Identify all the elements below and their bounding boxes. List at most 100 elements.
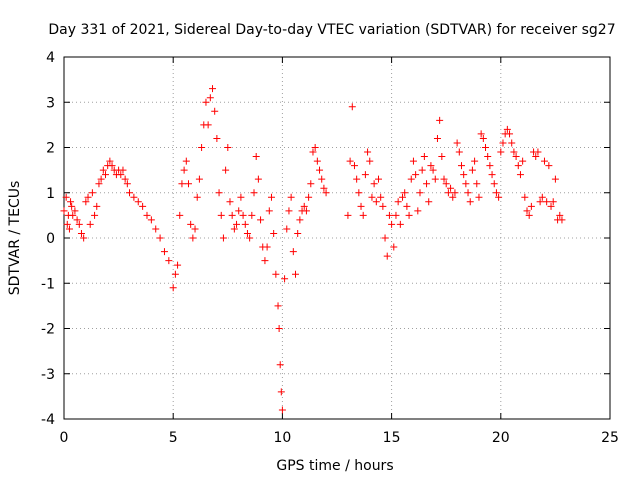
data-point [482, 144, 490, 151]
data-point [211, 107, 219, 115]
data-point [292, 270, 300, 278]
y-tick-label: -3 [41, 367, 55, 383]
y-tick-label: 1 [46, 186, 55, 202]
data-point [281, 275, 289, 283]
data-point [453, 139, 461, 147]
data-point [525, 211, 533, 219]
x-tick-label: 10 [273, 430, 291, 446]
data-point [176, 211, 184, 219]
data-point [534, 148, 542, 156]
data-point [392, 211, 400, 219]
data-point [429, 166, 437, 174]
data-point [296, 216, 304, 224]
data-point [184, 180, 192, 188]
data-point [506, 130, 514, 138]
data-point [442, 180, 450, 188]
data-point [457, 162, 465, 170]
data-point [532, 153, 540, 161]
data-point [65, 225, 73, 233]
data-point [473, 180, 481, 188]
data-point [366, 157, 374, 165]
data-point [272, 270, 280, 278]
data-point [374, 175, 382, 183]
data-point [468, 166, 476, 174]
data-point [538, 193, 546, 201]
data-point [440, 175, 448, 183]
data-point [447, 184, 455, 192]
data-point [265, 207, 273, 215]
data-point [313, 157, 321, 165]
data-point [195, 175, 203, 183]
y-tick-label: -1 [41, 276, 55, 292]
data-point [431, 175, 439, 183]
data-point [394, 198, 402, 206]
data-point [152, 225, 160, 233]
data-point [224, 144, 232, 151]
data-point [63, 220, 71, 228]
data-point [311, 144, 319, 151]
data-point [97, 175, 105, 183]
y-tick-label: -4 [41, 412, 55, 428]
data-point [418, 166, 426, 174]
data-point [455, 148, 463, 156]
data-point [318, 175, 326, 183]
data-point [399, 193, 407, 201]
data-point [510, 148, 518, 156]
y-tick-label: 2 [46, 141, 55, 157]
data-point [420, 153, 428, 161]
data-point [503, 125, 511, 133]
data-point [123, 180, 131, 188]
data-point [263, 243, 271, 251]
x-tick-label: 5 [169, 430, 178, 446]
data-point [364, 148, 372, 156]
data-point [305, 193, 313, 201]
data-point [490, 180, 498, 188]
data-point [198, 144, 206, 151]
chart-title: Day 331 of 2021, Sidereal Day-to-day VTE… [48, 22, 615, 38]
data-point [121, 175, 129, 183]
data-point [433, 134, 441, 142]
data-point [451, 189, 459, 197]
data-point [521, 193, 529, 201]
data-point [368, 193, 376, 201]
data-point [75, 220, 83, 228]
data-point [68, 202, 76, 210]
data-point [134, 198, 142, 206]
data-point [370, 180, 378, 188]
data-point [80, 234, 88, 242]
data-point [274, 302, 282, 310]
data-point [484, 153, 492, 161]
data-point [357, 202, 365, 210]
data-point [462, 180, 470, 188]
data-point [289, 248, 297, 256]
data-point [209, 85, 217, 93]
data-point [409, 157, 417, 165]
data-point [117, 171, 125, 179]
data-point [222, 166, 230, 174]
data-point [285, 207, 293, 215]
data-point [320, 184, 328, 192]
data-point [219, 234, 227, 242]
data-point [508, 139, 516, 147]
x-tick-label: 20 [492, 430, 510, 446]
x-tick-label: 15 [383, 430, 401, 446]
data-point [361, 171, 369, 179]
data-point [322, 189, 330, 197]
data-point [436, 116, 444, 124]
data-point [353, 175, 361, 183]
x-axis-label: GPS time / hours [276, 458, 393, 474]
data-point [401, 189, 409, 197]
y-tick-label: 0 [46, 231, 55, 247]
data-point [187, 220, 195, 228]
data-point [73, 216, 81, 224]
data-point [278, 406, 286, 414]
data-point [283, 225, 291, 233]
data-point [193, 193, 201, 201]
data-point [275, 325, 283, 332]
y-tick-label: 4 [46, 50, 55, 66]
data-point [287, 193, 295, 201]
data-point [407, 175, 415, 183]
data-point [230, 225, 238, 233]
data-point [379, 202, 387, 210]
